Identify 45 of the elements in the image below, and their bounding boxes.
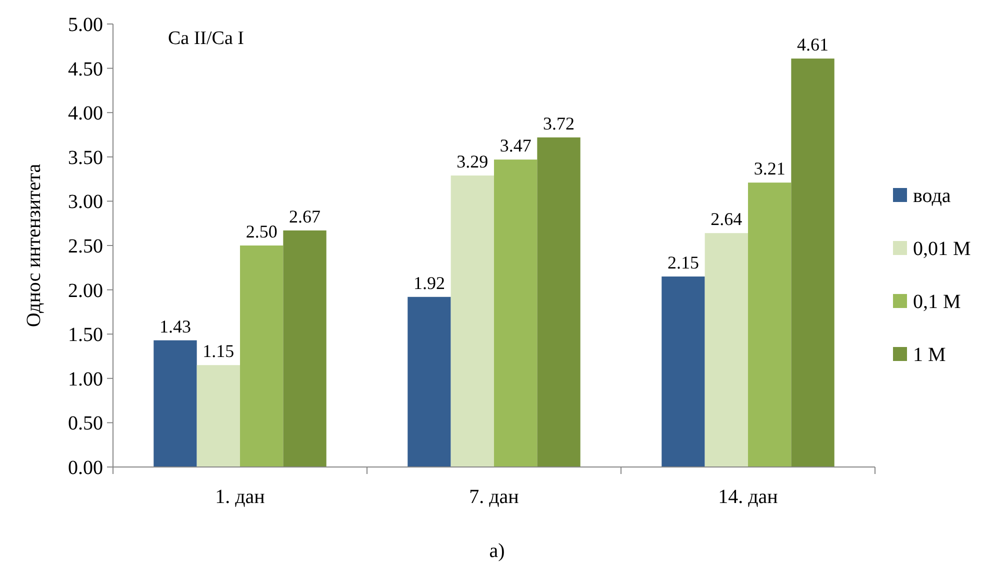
y-tick-label: 2.00 bbox=[68, 280, 103, 302]
legend-label: 1 M bbox=[913, 344, 946, 366]
bar bbox=[662, 276, 705, 467]
bar bbox=[450, 176, 494, 467]
x-tick-label: 14. дан bbox=[718, 486, 778, 508]
bar bbox=[240, 246, 284, 467]
x-tick-label: 7. дан bbox=[469, 486, 520, 508]
bar bbox=[494, 160, 538, 467]
y-tick-label: 0.50 bbox=[68, 412, 103, 435]
data-label: 3.29 bbox=[456, 152, 488, 172]
y-tick-label: 5.00 bbox=[68, 14, 103, 36]
data-label: 4.61 bbox=[797, 34, 829, 55]
x-tick-label: 1. дан bbox=[215, 486, 266, 508]
y-tick-label: 4.50 bbox=[68, 58, 103, 80]
bar bbox=[283, 230, 326, 467]
data-label: 2.64 bbox=[710, 209, 742, 230]
legend-label: 0,1 M bbox=[913, 291, 961, 313]
bar bbox=[154, 340, 197, 467]
bar bbox=[196, 365, 240, 467]
y-tick-label: 1.50 bbox=[68, 324, 103, 346]
bar bbox=[408, 296, 451, 467]
y-tick-label: 3.50 bbox=[68, 146, 103, 169]
text: а) bbox=[489, 540, 505, 562]
data-label: 3.21 bbox=[754, 158, 786, 179]
data-label: 1.43 bbox=[159, 316, 191, 336]
data-label: 1.92 bbox=[413, 272, 445, 293]
y-tick-label: 2.50 bbox=[68, 236, 103, 258]
data-label: 1.15 bbox=[202, 341, 234, 362]
data-label: 2.67 bbox=[289, 206, 321, 226]
data-label: 3.47 bbox=[500, 136, 532, 156]
y-axis-title: Однос интензитета bbox=[23, 164, 45, 328]
bar bbox=[704, 233, 748, 467]
bar bbox=[791, 58, 834, 467]
legend-label: 0,01 M bbox=[913, 238, 971, 260]
legend-label: вода bbox=[913, 185, 951, 207]
y-tick-label: 4.00 bbox=[68, 102, 103, 125]
data-label: 2.50 bbox=[246, 222, 278, 242]
annotation: Ca II/Ca I bbox=[168, 28, 244, 49]
bar bbox=[537, 137, 580, 467]
data-label: 2.15 bbox=[667, 252, 699, 273]
bar bbox=[748, 182, 792, 467]
y-tick-label: 3.00 bbox=[68, 191, 103, 214]
y-tick-label: 0.00 bbox=[68, 457, 103, 479]
data-label: 3.72 bbox=[543, 113, 575, 134]
y-tick-label: 1.00 bbox=[68, 368, 103, 390]
